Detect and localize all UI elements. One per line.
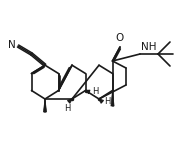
Text: H: H [104,97,111,106]
Text: NH: NH [141,42,157,52]
Text: H: H [92,87,99,97]
Polygon shape [43,99,47,112]
Polygon shape [111,90,114,106]
Text: O: O [116,33,124,43]
Text: N: N [8,40,16,50]
Text: H: H [64,104,71,113]
